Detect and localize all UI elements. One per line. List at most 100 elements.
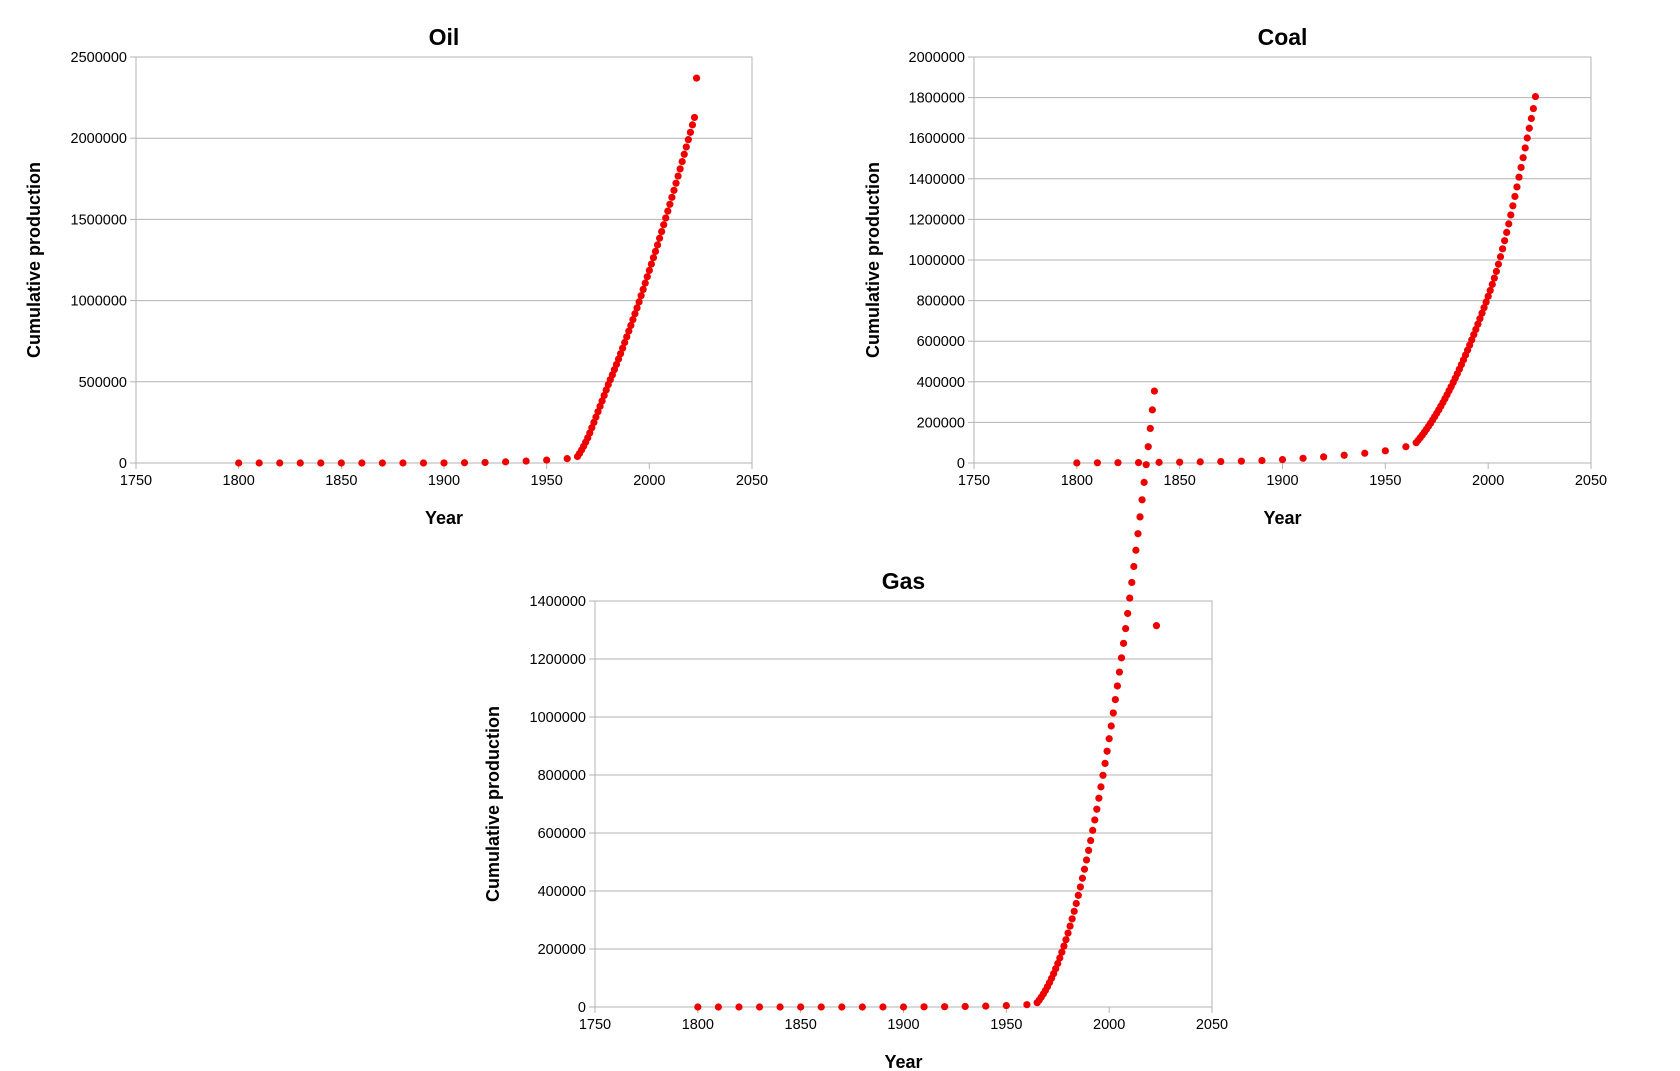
x-tick-label: 1850 — [325, 473, 357, 489]
data-point — [1091, 816, 1099, 824]
data-point — [1099, 771, 1107, 779]
data-point — [653, 241, 662, 249]
data-point — [684, 136, 692, 144]
data-point — [682, 143, 690, 151]
data-point — [1490, 274, 1498, 282]
data-point — [1320, 453, 1328, 461]
data-point — [1103, 747, 1111, 755]
y-tick-label: 1000000 — [530, 710, 586, 726]
data-point — [1060, 942, 1068, 950]
data-point — [255, 459, 263, 467]
data-point — [1523, 134, 1531, 142]
data-point — [688, 121, 697, 129]
data-point — [1152, 622, 1161, 630]
data-point — [641, 279, 649, 287]
y-tick-label: 1000000 — [909, 253, 965, 269]
data-point — [1087, 836, 1095, 845]
chart-coal: 0 200000 400000 600000 800000 1000000 1200000 1… — [863, 24, 1607, 528]
data-point — [1113, 682, 1121, 690]
y-tick-label: 1400000 — [530, 594, 586, 610]
data-point — [631, 310, 639, 318]
data-point — [668, 193, 676, 201]
data-point — [1105, 735, 1113, 743]
x-tick-label: 1800 — [682, 1017, 714, 1033]
data-point — [1299, 454, 1307, 462]
x-tick-label: 2000 — [633, 473, 665, 489]
chart-title: Oil — [429, 24, 460, 50]
data-point — [838, 1003, 846, 1011]
y-axis-title: Cumulative production — [863, 162, 883, 358]
data-point — [399, 459, 407, 467]
data-point — [1093, 459, 1101, 467]
data-point — [1525, 124, 1533, 132]
chart-title: Gas — [882, 568, 925, 594]
data-point — [1509, 202, 1517, 210]
chart-title: Coal — [1258, 24, 1308, 50]
data-point — [1142, 461, 1150, 469]
data-point — [378, 459, 386, 467]
data-point — [460, 459, 469, 467]
data-point — [623, 333, 631, 341]
y-tick-label: 1600000 — [909, 131, 965, 147]
data-point — [625, 327, 633, 335]
data-point — [1521, 144, 1529, 152]
data-point — [1480, 304, 1488, 312]
data-point — [1494, 260, 1503, 268]
data-point — [1124, 609, 1132, 618]
data-point — [1519, 154, 1527, 162]
data-point — [1114, 459, 1122, 467]
x-tick-label: 2050 — [736, 473, 768, 489]
data-point — [1196, 458, 1204, 466]
x-tick-label: 1800 — [223, 473, 255, 489]
data-point — [1155, 458, 1163, 466]
y-tick-label: 200000 — [538, 942, 586, 958]
data-point — [1062, 936, 1070, 944]
data-point — [1107, 722, 1115, 730]
data-point — [1496, 253, 1505, 261]
x-tick-label: 2050 — [1575, 473, 1607, 489]
data-point — [899, 1003, 908, 1011]
data-point — [643, 273, 651, 281]
data-point — [1217, 457, 1225, 466]
y-tick-label: 1200000 — [909, 212, 965, 228]
data-point — [317, 459, 325, 467]
data-point — [633, 304, 641, 312]
data-point — [1101, 759, 1109, 768]
data-point — [714, 1003, 723, 1011]
data-point — [1134, 530, 1142, 538]
data-point — [674, 172, 682, 180]
data-point — [543, 456, 551, 464]
data-point — [1082, 856, 1091, 864]
data-point — [1517, 163, 1525, 172]
data-point — [1085, 846, 1093, 855]
y-tick-label: 600000 — [538, 826, 586, 842]
data-point — [1340, 451, 1348, 459]
data-point — [1134, 458, 1143, 467]
data-point — [621, 338, 629, 347]
data-point — [1130, 562, 1138, 571]
data-point — [1097, 783, 1105, 791]
x-tick-label: 1950 — [531, 473, 563, 489]
data-point — [1527, 114, 1535, 123]
data-point — [481, 458, 489, 467]
data-point — [1073, 459, 1081, 467]
data-point — [358, 459, 366, 467]
y-tick-label: 2000000 — [909, 50, 965, 66]
data-point — [1148, 406, 1156, 414]
data-point — [1144, 443, 1152, 451]
x-tick-label: 1750 — [120, 473, 152, 489]
data-point — [616, 350, 625, 358]
data-point — [647, 260, 655, 268]
data-point — [1058, 948, 1066, 956]
y-tick-label: 0 — [957, 456, 965, 472]
data-point — [1507, 211, 1515, 219]
data-point — [670, 186, 678, 194]
y-tick-label: 1500000 — [71, 212, 127, 228]
data-point — [1054, 959, 1062, 968]
data-point — [1117, 654, 1126, 662]
data-point — [941, 1003, 949, 1011]
data-point — [666, 200, 674, 208]
x-tick-label: 1850 — [785, 1017, 817, 1033]
data-point — [1476, 315, 1484, 323]
